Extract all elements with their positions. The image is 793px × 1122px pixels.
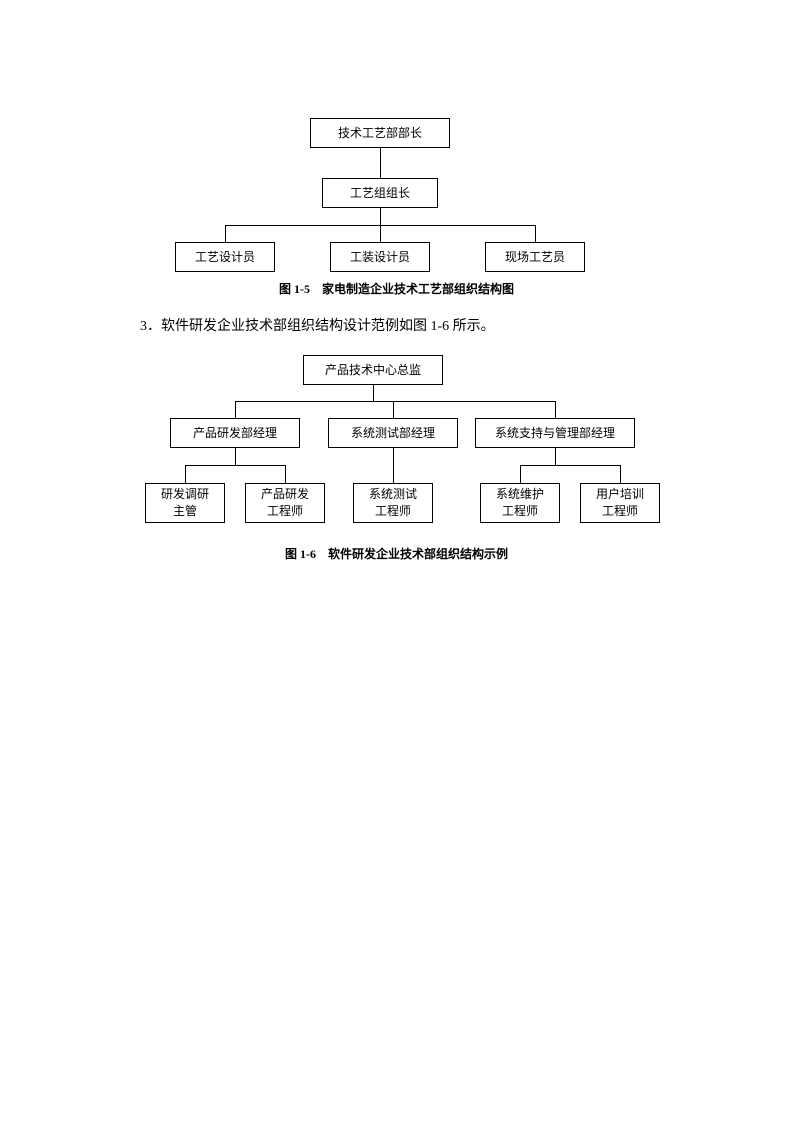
connector bbox=[393, 401, 394, 418]
connector bbox=[185, 465, 285, 466]
node-root-2: 产品技术中心总监 bbox=[303, 355, 443, 385]
node-m2: 系统测试部经理 bbox=[328, 418, 458, 448]
node-label: 用户培训工程师 bbox=[596, 486, 644, 520]
connector bbox=[555, 401, 556, 418]
node-label: 工艺组组长 bbox=[350, 185, 410, 202]
node-root-1: 技术工艺部部长 bbox=[310, 118, 450, 148]
node-label: 系统测试工程师 bbox=[369, 486, 417, 520]
connector bbox=[225, 225, 226, 242]
node-label: 研发调研主管 bbox=[161, 486, 209, 520]
connector bbox=[520, 465, 521, 483]
node-m1: 产品研发部经理 bbox=[170, 418, 300, 448]
connector bbox=[373, 385, 374, 401]
connector bbox=[555, 448, 556, 465]
node-label: 系统维护工程师 bbox=[496, 486, 544, 520]
node-b4: 系统维护工程师 bbox=[480, 483, 560, 523]
page: 技术工艺部部长 工艺组组长 工艺设计员 工装设计员 现场工艺员 图 1-5 家电… bbox=[0, 0, 793, 1122]
node-b3: 系统测试工程师 bbox=[353, 483, 433, 523]
node-label: 产品研发工程师 bbox=[261, 486, 309, 520]
chart-2-caption: 图 1-6 软件研发企业技术部组织结构示例 bbox=[0, 545, 793, 562]
node-label: 工装设计员 bbox=[350, 249, 410, 266]
node-c3: 现场工艺员 bbox=[485, 242, 585, 272]
connector bbox=[235, 401, 236, 418]
node-b1: 研发调研主管 bbox=[145, 483, 225, 523]
caption-text: 图 1-5 家电制造企业技术工艺部组织结构图 bbox=[279, 282, 514, 296]
body-paragraph: 3．软件研发企业技术部组织结构设计范例如图 1-6 所示。 bbox=[140, 315, 495, 335]
connector bbox=[393, 448, 394, 483]
connector bbox=[620, 465, 621, 483]
node-m3: 系统支持与管理部经理 bbox=[475, 418, 635, 448]
node-label: 技术工艺部部长 bbox=[338, 125, 422, 142]
node-label: 产品研发部经理 bbox=[193, 425, 277, 442]
node-c1: 工艺设计员 bbox=[175, 242, 275, 272]
node-label: 产品技术中心总监 bbox=[325, 362, 421, 379]
chart-1-caption: 图 1-5 家电制造企业技术工艺部组织结构图 bbox=[0, 280, 793, 297]
node-label: 系统测试部经理 bbox=[351, 425, 435, 442]
node-b2: 产品研发工程师 bbox=[245, 483, 325, 523]
node-b5: 用户培训工程师 bbox=[580, 483, 660, 523]
connector bbox=[235, 401, 555, 402]
connector bbox=[380, 225, 381, 242]
connector bbox=[285, 465, 286, 483]
node-label: 现场工艺员 bbox=[505, 249, 565, 266]
connector bbox=[535, 225, 536, 242]
node-c2: 工装设计员 bbox=[330, 242, 430, 272]
connector bbox=[235, 448, 236, 465]
caption-text: 图 1-6 软件研发企业技术部组织结构示例 bbox=[285, 547, 508, 561]
connector bbox=[380, 208, 381, 225]
node-label: 工艺设计员 bbox=[195, 249, 255, 266]
connector bbox=[185, 465, 186, 483]
connector bbox=[520, 465, 620, 466]
body-text-content: 3．软件研发企业技术部组织结构设计范例如图 1-6 所示。 bbox=[140, 319, 495, 334]
connector bbox=[380, 148, 381, 178]
node-mid-1: 工艺组组长 bbox=[322, 178, 438, 208]
node-label: 系统支持与管理部经理 bbox=[495, 425, 615, 442]
